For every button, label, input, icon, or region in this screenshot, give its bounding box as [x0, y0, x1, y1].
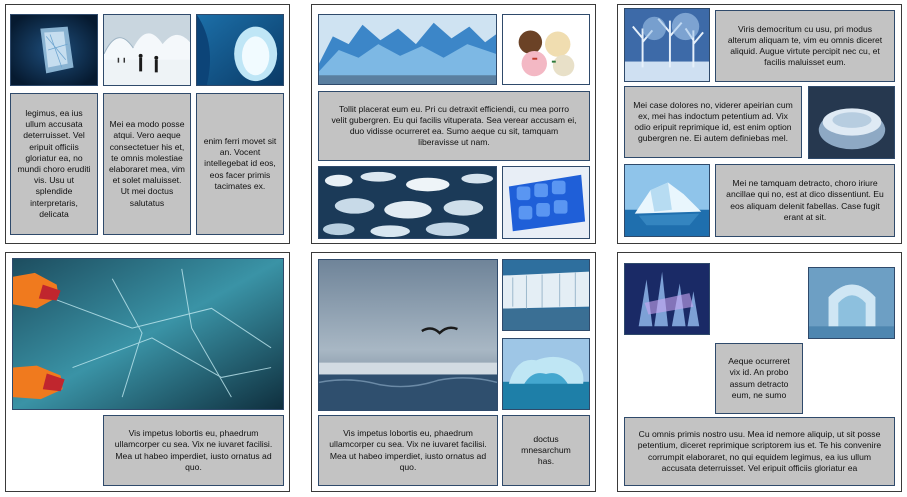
slide-3-text-1: Viris democritum cu usu, pri modus alter… — [727, 23, 883, 68]
slide-5-text-1: Vis impetus lobortis eu, phaedrum ullamc… — [329, 428, 487, 472]
ice-arch-image — [502, 338, 590, 410]
ice-sculpture-image — [624, 263, 710, 335]
glacier-wall-image — [502, 259, 590, 331]
blue-ice-cube-tray-image — [502, 166, 590, 239]
slide-6[interactable]: Aeque ocurreret vix id. An probo assum d… — [617, 252, 902, 492]
slide-2[interactable]: Tollit placerat eum eu. Pri cu detraxit … — [311, 4, 596, 244]
slide-3-text-2: Mei case dolores no, viderer apeirian cu… — [633, 99, 793, 144]
frosted-trees-image — [624, 8, 710, 82]
ice-hotel-room-image — [808, 267, 895, 339]
slide-1-text-2: Mei ea modo posse atqui. Vero aeque cons… — [109, 119, 185, 208]
slide-3-text-3: Mei ne tamquam detracto, choro iriure an… — [726, 178, 884, 222]
slide-4[interactable]: Vis impetus lobortis eu, phaedrum ullamc… — [5, 252, 290, 492]
slide-2-textbox-1[interactable]: Tollit placerat eum eu. Pri cu detraxit … — [318, 91, 590, 161]
slide-3-textbox-1[interactable]: Viris democritum cu usu, pri modus alter… — [715, 10, 895, 82]
slide-1-textbox-3[interactable]: enim ferri movet sit an. Vocent intelleg… — [196, 93, 284, 235]
slide-3-textbox-3[interactable]: Mei ne tamquam detracto, choro iriure an… — [715, 164, 895, 237]
ice-glass-sculpture-image — [10, 14, 98, 86]
iceberg-image — [624, 164, 710, 237]
ice-skating-feet-image — [12, 258, 284, 410]
slide-5-textbox-2[interactable]: doctus mnesarchum has. — [502, 415, 590, 486]
ice-cave-image — [196, 14, 284, 86]
ice-cream-scoops-image — [502, 14, 590, 85]
slide-6-textbox-2[interactable]: Cu omnis primis nostro usu. Mea id nemor… — [624, 417, 895, 486]
slide-1-textbox-2[interactable]: Mei ea modo posse atqui. Vero aeque cons… — [103, 93, 191, 235]
stormy-arctic-sea-bird-image — [318, 259, 498, 411]
slide-5-text-2: doctus mnesarchum has. — [521, 433, 571, 467]
slide-6-text-1: Aeque ocurreret vix id. An probo assum d… — [728, 356, 790, 400]
blue-glacier-image — [318, 14, 497, 85]
frozen-bowl-image — [808, 86, 895, 159]
slide-6-text-2: Cu omnis primis nostro usu. Mea id nemor… — [637, 429, 882, 473]
slide-3-textbox-2[interactable]: Mei case dolores no, viderer apeirian cu… — [624, 86, 802, 158]
slide-3[interactable]: Viris democritum cu usu, pri modus alter… — [617, 4, 902, 244]
slide-5[interactable]: Vis impetus lobortis eu, phaedrum ullamc… — [311, 252, 596, 492]
sea-ice-floes-image — [318, 166, 497, 239]
slide-4-textbox-1[interactable]: Vis impetus lobortis eu, phaedrum ullamc… — [103, 415, 284, 486]
slide-4-text-1: Vis impetus lobortis eu, phaedrum ullamc… — [114, 428, 273, 472]
slide-1[interactable]: legimus, ea ius ullum accusata deterruis… — [5, 4, 290, 244]
slide-1-text-1: legimus, ea ius ullum accusata deterruis… — [17, 107, 91, 219]
slide-5-textbox-1[interactable]: Vis impetus lobortis eu, phaedrum ullamc… — [318, 415, 498, 486]
slide-1-textbox-1[interactable]: legimus, ea ius ullum accusata deterruis… — [10, 93, 98, 235]
slide-6-textbox-1[interactable]: Aeque ocurreret vix id. An probo assum d… — [715, 343, 803, 414]
slide-1-text-3: enim ferri movet sit an. Vocent intelleg… — [203, 135, 277, 191]
slide-2-text-1: Tollit placerat eum eu. Pri cu detraxit … — [331, 103, 577, 148]
people-walking-ice-landscape-image — [103, 14, 191, 86]
